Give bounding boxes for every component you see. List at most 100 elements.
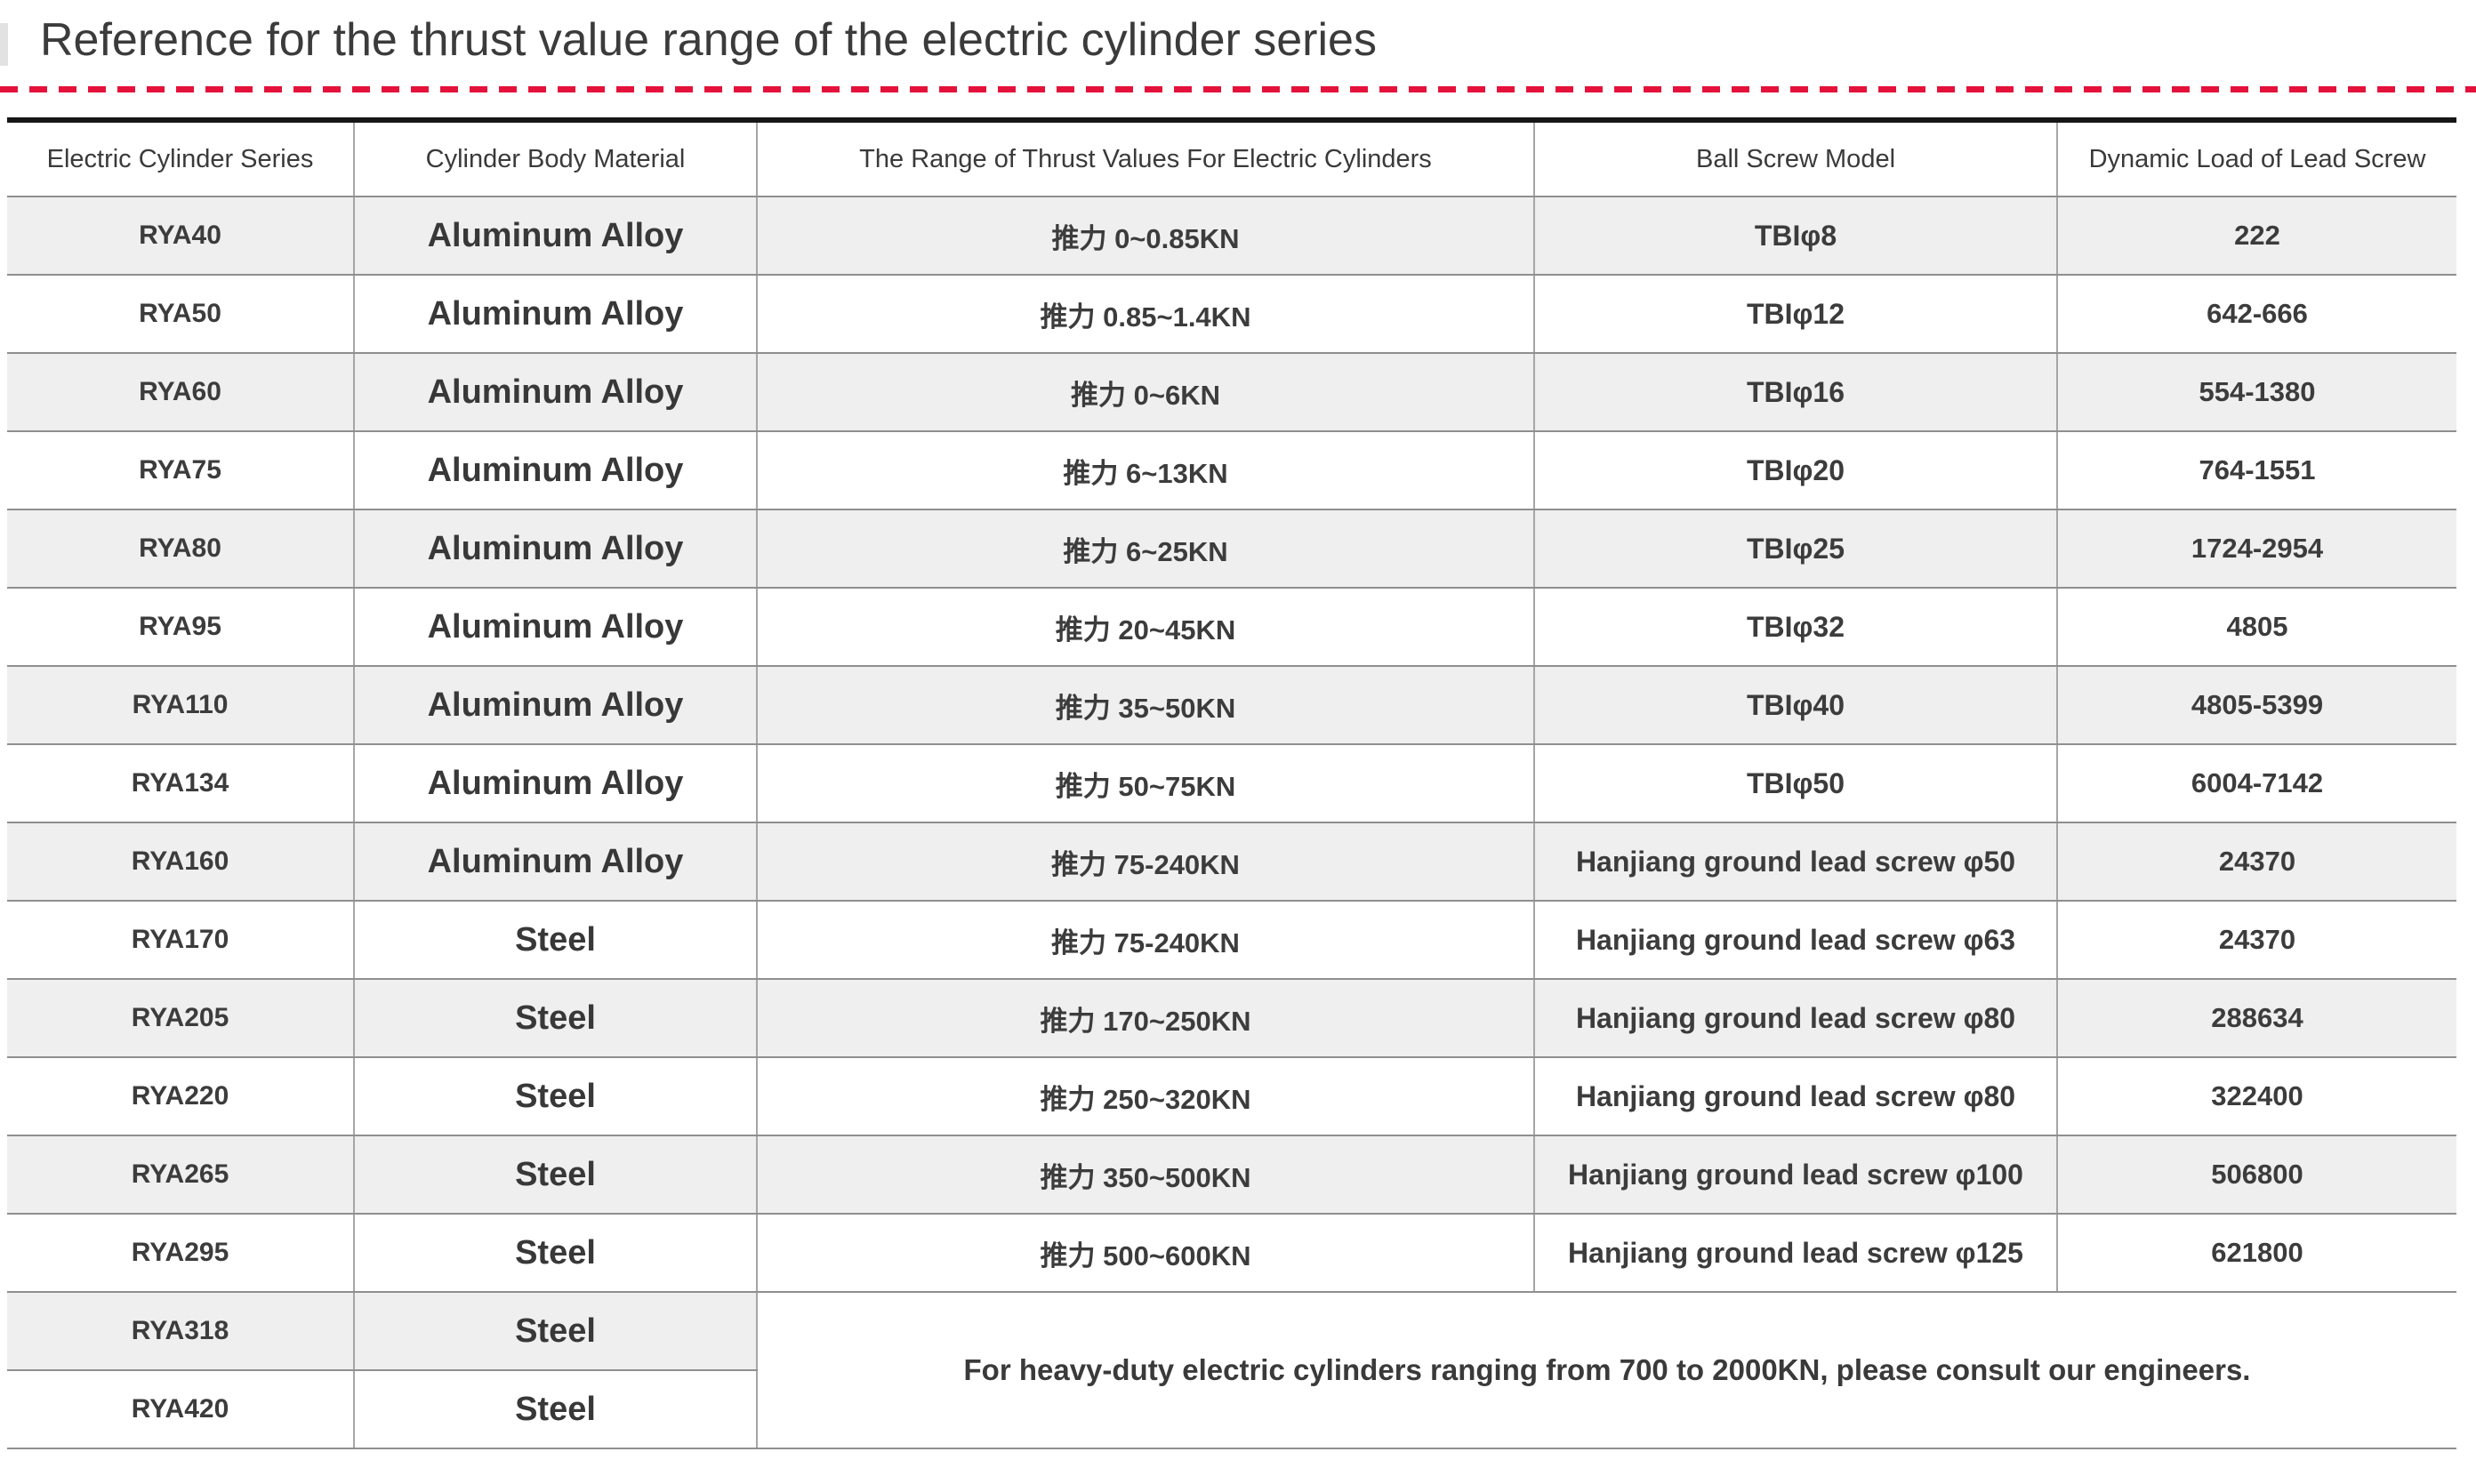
col-header-thrust: The Range of Thrust Values For Electric … — [756, 117, 1535, 197]
load-cell: 288634 — [2056, 979, 2456, 1058]
series-cell: RYA75 — [7, 431, 355, 510]
table-row: RYA80 Aluminum Alloy 推力 6~25KN TBIφ25 17… — [7, 509, 2456, 589]
material-cell: Aluminum Alloy — [353, 822, 758, 902]
series-cell: RYA295 — [7, 1214, 355, 1293]
series-cell: RYA80 — [7, 509, 355, 589]
material-cell: Aluminum Alloy — [353, 197, 758, 276]
material-cell: Aluminum Alloy — [353, 744, 758, 823]
heavy-duty-footnote-cell: For heavy-duty electric cylinders rangin… — [756, 1292, 2456, 1449]
screw-cell: TBIφ40 — [1533, 666, 2058, 745]
load-cell: 222 — [2056, 197, 2456, 276]
header-row: Electric Cylinder Series Cylinder Body M… — [7, 117, 2456, 197]
load-cell: 4805 — [2056, 588, 2456, 667]
load-cell: 1724-2954 — [2056, 509, 2456, 589]
series-cell: RYA95 — [7, 588, 355, 667]
series-cell: RYA318 — [7, 1292, 355, 1371]
series-cell: RYA40 — [7, 197, 355, 276]
thrust-cell: 推力 0~0.85KN — [756, 197, 1535, 276]
material-cell: Steel — [353, 1057, 758, 1136]
series-cell: RYA205 — [7, 979, 355, 1058]
title-left-accent — [0, 23, 8, 66]
series-cell: RYA220 — [7, 1057, 355, 1136]
load-cell: 506800 — [2056, 1135, 2456, 1215]
series-cell: RYA160 — [7, 822, 355, 902]
series-cell: RYA420 — [7, 1370, 355, 1449]
screw-cell: TBIφ20 — [1533, 431, 2058, 510]
material-cell: Aluminum Alloy — [353, 509, 758, 589]
thrust-cell: 推力 20~45KN — [756, 588, 1535, 667]
material-cell: Aluminum Alloy — [353, 431, 758, 510]
red-dashed-divider — [0, 86, 2476, 92]
table-row: RYA110 Aluminum Alloy 推力 35~50KN TBIφ40 … — [7, 666, 2456, 745]
material-cell: Steel — [353, 1370, 757, 1449]
material-cell: Aluminum Alloy — [353, 588, 758, 667]
thrust-cell: 推力 35~50KN — [756, 666, 1535, 745]
thrust-cell: 推力 6~13KN — [756, 431, 1535, 510]
table-row: RYA75 Aluminum Alloy 推力 6~13KN TBIφ20 76… — [7, 431, 2456, 510]
series-cell: RYA50 — [7, 275, 355, 354]
table-row: RYA50 Aluminum Alloy 推力 0.85~1.4KN TBIφ1… — [7, 275, 2456, 354]
thrust-cell: 推力 75-240KN — [756, 901, 1535, 980]
load-cell: 24370 — [2056, 901, 2456, 980]
load-cell: 764-1551 — [2056, 431, 2456, 510]
screw-cell: Hanjiang ground lead screw φ63 — [1533, 901, 2058, 980]
screw-cell: Hanjiang ground lead screw φ80 — [1533, 979, 2058, 1058]
col-header-screw: Ball Screw Model — [1533, 117, 2058, 197]
load-cell: 554-1380 — [2056, 353, 2456, 432]
screw-cell: Hanjiang ground lead screw φ125 — [1533, 1214, 2058, 1293]
screw-cell: TBIφ32 — [1533, 588, 2058, 667]
thrust-reference-table: Electric Cylinder Series Cylinder Body M… — [7, 117, 2456, 1449]
material-cell: Aluminum Alloy — [353, 666, 758, 745]
load-cell: 322400 — [2056, 1057, 2456, 1136]
screw-cell: TBIφ25 — [1533, 509, 2058, 589]
table-row: RYA95 Aluminum Alloy 推力 20~45KN TBIφ32 4… — [7, 588, 2456, 667]
thrust-cell: 推力 0.85~1.4KN — [756, 275, 1535, 354]
series-cell: RYA170 — [7, 901, 355, 980]
table-row: RYA40 Aluminum Alloy 推力 0~0.85KN TBIφ8 2… — [7, 197, 2456, 276]
load-cell: 621800 — [2056, 1214, 2456, 1293]
material-cell: Aluminum Alloy — [353, 275, 758, 354]
material-cell: Steel — [353, 979, 758, 1058]
table-row: RYA60 Aluminum Alloy 推力 0~6KN TBIφ16 554… — [7, 353, 2456, 432]
screw-cell: Hanjiang ground lead screw φ50 — [1533, 822, 2058, 902]
load-cell: 6004-7142 — [2056, 744, 2456, 823]
material-cell: Steel — [353, 1135, 758, 1215]
thrust-cell: 推力 350~500KN — [756, 1135, 1535, 1215]
col-header-load: Dynamic Load of Lead Screw — [2056, 117, 2456, 197]
table-row: RYA265 Steel 推力 350~500KN Hanjiang groun… — [7, 1135, 2456, 1215]
table-row: RYA318 Steel For heavy-duty electric cyl… — [7, 1292, 2456, 1449]
load-cell: 642-666 — [2056, 275, 2456, 354]
material-cell: Steel — [353, 1214, 758, 1293]
screw-cell: TBIφ50 — [1533, 744, 2058, 823]
col-header-material: Cylinder Body Material — [353, 117, 758, 197]
col-header-series: Electric Cylinder Series — [7, 117, 355, 197]
screw-cell: TBIφ12 — [1533, 275, 2058, 354]
material-cell: Aluminum Alloy — [353, 353, 758, 432]
table-row: RYA170 Steel 推力 75-240KN Hanjiang ground… — [7, 901, 2456, 980]
page-title: Reference for the thrust value range of … — [40, 14, 1377, 66]
thrust-cell: 推力 170~250KN — [756, 979, 1535, 1058]
thrust-cell: 推力 6~25KN — [756, 509, 1535, 589]
thrust-cell: 推力 50~75KN — [756, 744, 1535, 823]
table-row: RYA160 Aluminum Alloy 推力 75-240KN Hanjia… — [7, 822, 2456, 902]
screw-cell: Hanjiang ground lead screw φ80 — [1533, 1057, 2058, 1136]
screw-cell: TBIφ8 — [1533, 197, 2058, 276]
series-cell: RYA60 — [7, 353, 355, 432]
load-cell: 4805-5399 — [2056, 666, 2456, 745]
series-cell: RYA110 — [7, 666, 355, 745]
table-row: RYA205 Steel 推力 170~250KN Hanjiang groun… — [7, 979, 2456, 1058]
screw-cell: Hanjiang ground lead screw φ100 — [1533, 1135, 2058, 1215]
load-cell: 24370 — [2056, 822, 2456, 902]
screw-cell: TBIφ16 — [1533, 353, 2058, 432]
table-row: RYA420 Steel — [7, 1370, 2456, 1449]
thrust-cell: 推力 500~600KN — [756, 1214, 1535, 1293]
thrust-cell: 推力 250~320KN — [756, 1057, 1535, 1136]
thrust-cell: 推力 75-240KN — [756, 822, 1535, 902]
material-cell: Steel — [353, 901, 758, 980]
table-row: RYA220 Steel 推力 250~320KN Hanjiang groun… — [7, 1057, 2456, 1136]
table-row: RYA134 Aluminum Alloy 推力 50~75KN TBIφ50 … — [7, 744, 2456, 823]
series-cell: RYA265 — [7, 1135, 355, 1215]
material-cell: Steel — [353, 1292, 758, 1371]
series-cell: RYA134 — [7, 744, 355, 823]
table-row: RYA295 Steel 推力 500~600KN Hanjiang groun… — [7, 1214, 2456, 1293]
